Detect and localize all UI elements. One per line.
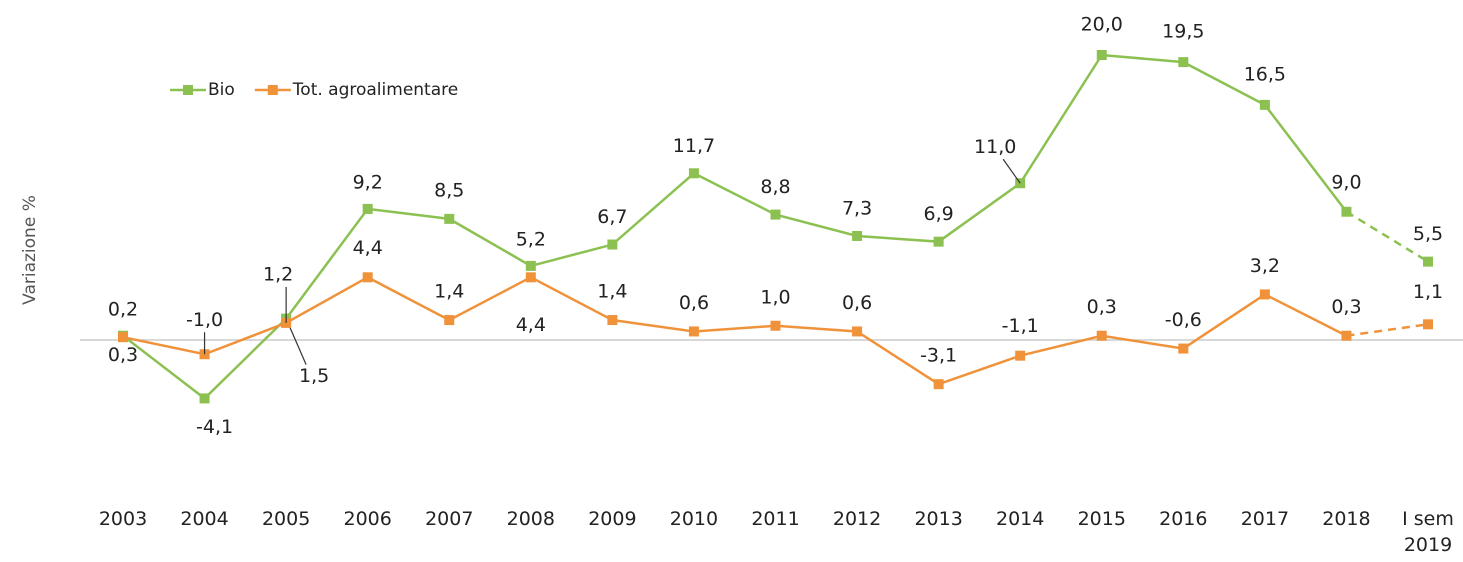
data-label: 0,6 [679, 292, 709, 314]
marker [199, 393, 210, 404]
data-label: 8,8 [760, 176, 790, 198]
y-axis-label: Variazione % [20, 195, 40, 305]
data-label: 11,0 [974, 136, 1016, 158]
marker [1423, 319, 1433, 330]
data-label: 5,5 [1413, 223, 1443, 245]
x-tick-label: 2017 [1240, 508, 1290, 530]
x-tick-label: 2012 [832, 508, 882, 530]
data-label: 5,2 [516, 228, 546, 250]
series-line [122, 53, 1348, 401]
data-label: 4,4 [516, 314, 546, 336]
marker [688, 168, 699, 179]
x-tick-label: 2007 [425, 508, 474, 530]
series-line-dashed [1346, 323, 1429, 337]
marker [525, 272, 536, 283]
data-label: 8,5 [434, 179, 464, 201]
data-label: -0,6 [1165, 309, 1202, 331]
marker [444, 213, 455, 224]
data-label: 11,7 [673, 135, 715, 157]
data-label: 6,9 [924, 203, 954, 225]
data-label: 4,4 [353, 237, 383, 259]
data-label: 19,5 [1162, 21, 1204, 43]
x-tick-label: 2009 [588, 508, 637, 530]
data-label: 1,2 [263, 263, 293, 285]
marker [933, 379, 944, 390]
data-label: 1,4 [597, 281, 627, 303]
x-tick-label: 2004 [180, 508, 229, 530]
x-tick-label: 2011 [751, 508, 800, 530]
x-tick-label: 2014 [996, 508, 1045, 530]
marker [1423, 256, 1433, 267]
data-label: -1,0 [186, 309, 223, 331]
data-label: 0,2 [108, 299, 138, 321]
x-tick-label: 2016 [1159, 508, 1208, 530]
x-tick-label: 2018 [1322, 508, 1371, 530]
data-label: -1,1 [1002, 315, 1039, 337]
series-line-dashed [1345, 210, 1429, 263]
marker [525, 260, 536, 271]
marker [852, 230, 863, 241]
marker [1259, 99, 1270, 110]
x-tick-label: 2013 [914, 508, 963, 530]
marker [1341, 330, 1352, 341]
data-label: 16,5 [1244, 63, 1286, 85]
data-label: 1,5 [299, 365, 329, 387]
series-line [122, 275, 1348, 386]
data-label: 0,3 [1087, 296, 1117, 318]
marker [770, 209, 781, 220]
marker [1096, 50, 1107, 60]
marker [852, 326, 863, 337]
marker [1259, 289, 1270, 300]
marker [118, 332, 128, 343]
data-label: 0,6 [842, 292, 872, 314]
marker [688, 326, 699, 337]
x-tick-label: 2006 [343, 508, 392, 530]
legend-label: Tot. agroalimentare [292, 80, 458, 100]
marker [1096, 330, 1107, 341]
marker [607, 239, 618, 250]
legend-label: Bio [208, 80, 235, 100]
x-tick-label: 2008 [506, 508, 555, 530]
data-label: -3,1 [920, 345, 957, 367]
data-label: 1,0 [760, 286, 790, 308]
marker [1178, 343, 1189, 354]
x-tick-label: I sem 2019 [1402, 508, 1454, 556]
legend-marker [267, 85, 278, 95]
marker [362, 203, 373, 214]
data-label: 3,2 [1250, 255, 1280, 277]
marker [362, 272, 373, 283]
x-tick-label: 2010 [669, 508, 719, 530]
marker [1178, 57, 1189, 68]
x-tick-label: 2005 [261, 508, 311, 530]
leader-line [1002, 158, 1021, 184]
marker [770, 320, 781, 331]
data-label: 0,3 [1331, 296, 1361, 318]
data-label: 1,1 [1413, 281, 1443, 303]
data-label: 7,3 [842, 197, 872, 219]
marker [607, 315, 618, 326]
data-label: 20,0 [1081, 14, 1123, 36]
data-label: 9,2 [353, 171, 383, 193]
x-tick-label: 2015 [1077, 508, 1126, 530]
marker [1341, 206, 1352, 217]
legend-marker [183, 85, 193, 95]
marker [444, 315, 455, 326]
data-label: 6,7 [597, 206, 627, 228]
data-label: 9,0 [1331, 171, 1361, 193]
marker [1015, 350, 1026, 361]
marker [933, 236, 944, 247]
data-label: 0,3 [108, 344, 138, 366]
x-tick-label: 2003 [98, 508, 148, 530]
data-label: -4,1 [196, 416, 233, 438]
data-label: 1,4 [434, 281, 464, 303]
